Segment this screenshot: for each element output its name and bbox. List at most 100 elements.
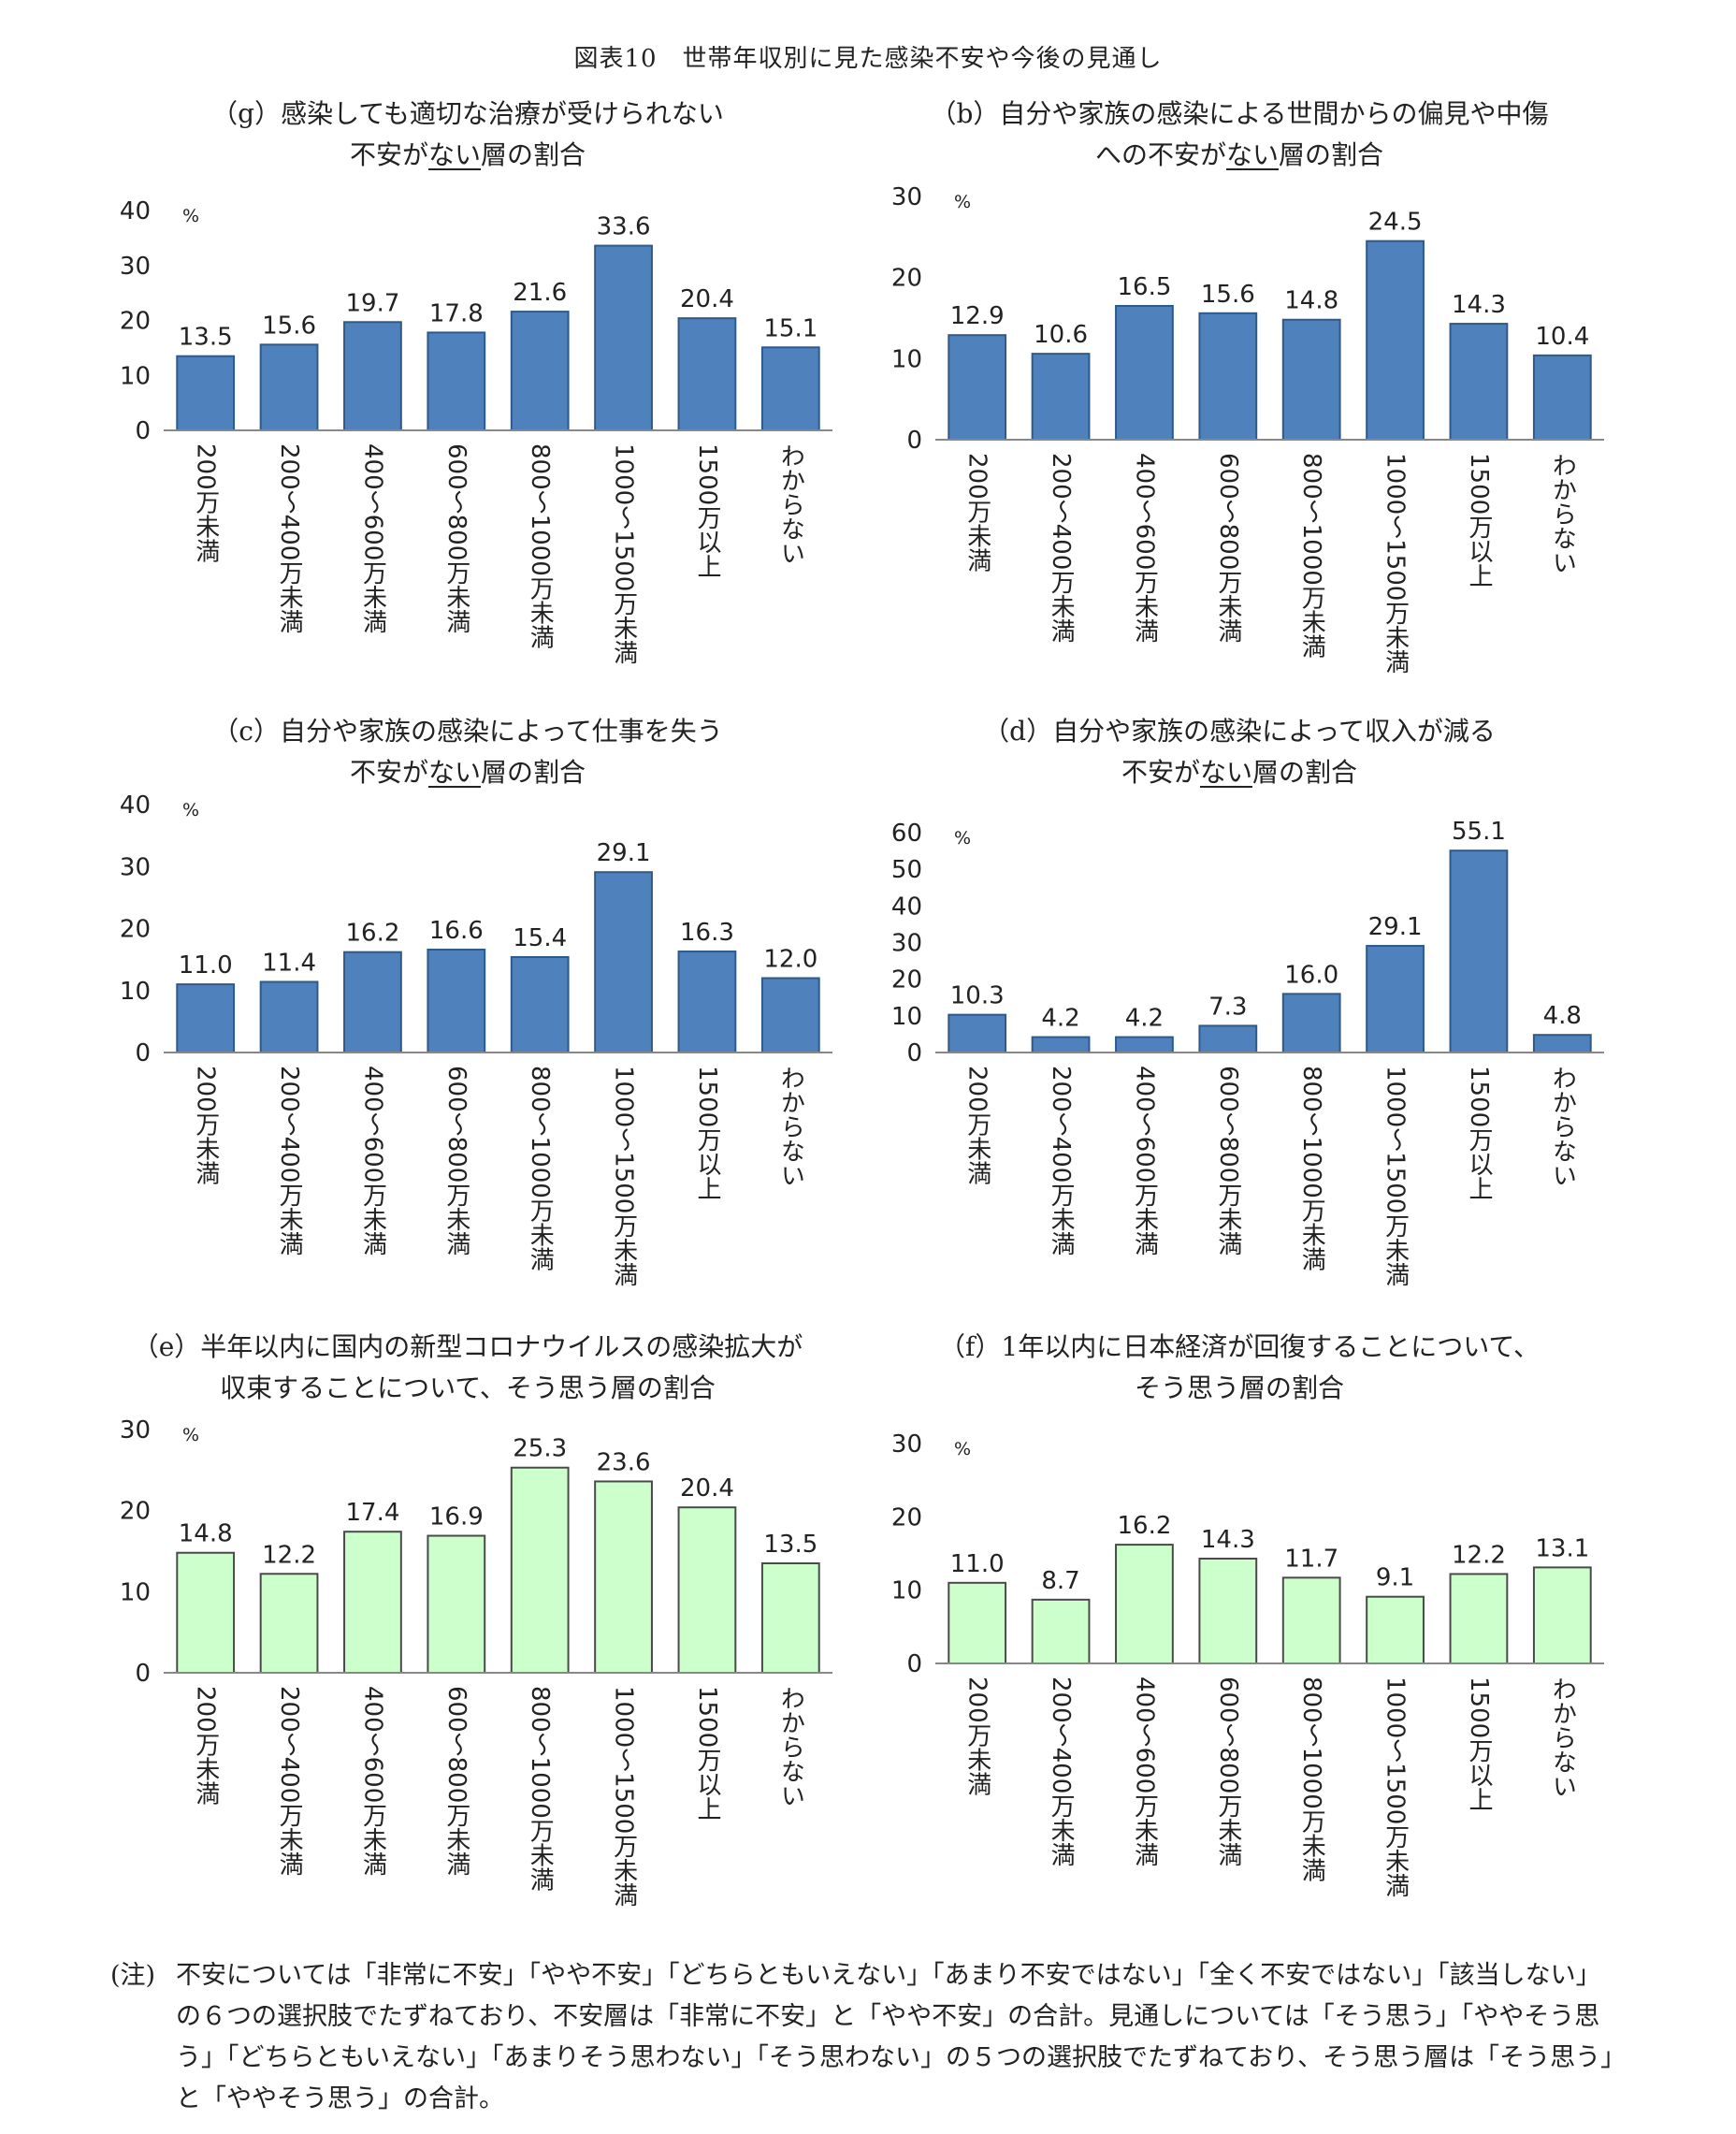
- bar-value-label: 10.6: [1034, 321, 1088, 349]
- bar-value-label: 15.1: [763, 314, 817, 342]
- bar: [176, 355, 236, 431]
- y-unit-label: %: [954, 192, 971, 212]
- bar: [1532, 1034, 1592, 1054]
- bar-chart: 0 10 20 30 % 12.9 10.6 16.5 15.6 14.8 24.5 14.3 10.4: [891, 183, 1604, 455]
- y-tick-label: 40: [120, 791, 151, 820]
- bar-value-label: 24.5: [1368, 209, 1423, 237]
- bar-value-label: 23.6: [597, 1448, 651, 1476]
- x-category-label: 400～600万未満: [1130, 1066, 1159, 1256]
- x-category-label: 1000～1500万未満: [1381, 1066, 1410, 1287]
- bar: [760, 977, 820, 1053]
- x-category-label: 400～600万未満: [1130, 1677, 1159, 1867]
- chart-title: （f）1年以内に日本経済が回復することについて、 そう思う層の割合: [856, 1327, 1623, 1409]
- y-tick-label: 30: [120, 853, 151, 881]
- bar-value-label: 10.3: [950, 982, 1005, 1010]
- x-category-label: 1500万以上: [692, 443, 721, 579]
- chart-panel-d: （d）自分や家族の感染によって収入が減る 不安がない層の割合 0 10 20 30 40 50…: [856, 711, 1623, 1310]
- chart-title-line-1: （e）半年以内に国内の新型コロナウイルスの感染拡大が: [132, 1331, 803, 1362]
- bar-value-label: 55.1: [1452, 818, 1506, 846]
- bar-value-label: 29.1: [1368, 913, 1423, 941]
- y-tick-label: 0: [135, 417, 151, 445]
- bar-value-label: 11.0: [179, 951, 233, 980]
- x-category-label: 600～800万未満: [441, 443, 470, 634]
- bar: [594, 871, 653, 1053]
- bar: [1281, 1576, 1341, 1665]
- bar-chart: 0 10 20 30 % 11.0 8.7 16.2 14.3 11.7 9.1 12.2 13.1: [891, 1430, 1604, 1678]
- x-category-label: 600～800万未満: [1213, 1066, 1242, 1256]
- chart-title-line-2-part-3: 層の割合: [1252, 757, 1358, 788]
- figure-title: 図表10 世帯年収別に見た感染不安や今後の見通し: [573, 45, 1163, 73]
- bar-value-label: 7.3: [1208, 993, 1247, 1021]
- bar-value-label: 9.1: [1376, 1564, 1414, 1592]
- x-category-label: 1000～1500万未満: [1381, 1677, 1410, 1898]
- chart-title-line-2-part-1: 不安が: [1121, 757, 1200, 788]
- y-tick-label: 30: [891, 930, 922, 958]
- bar: [259, 1573, 319, 1674]
- chart-title: （b）自分や家族の感染による世間からの偏見や中傷 への不安がない層の割合: [856, 94, 1623, 176]
- x-category-label: 200万未満: [191, 1066, 220, 1185]
- bar-value-label: 16.3: [680, 919, 734, 947]
- y-tick-label: 0: [906, 427, 922, 455]
- y-tick-label: 0: [906, 1650, 922, 1678]
- chart-title: （c）自分や家族の感染によって仕事を失う 不安がない層の割合: [84, 711, 851, 793]
- bar-value-label: 20.4: [680, 285, 734, 313]
- bar-value-label: 13.5: [763, 1531, 817, 1559]
- bar: [1115, 1544, 1174, 1665]
- bar: [677, 1506, 737, 1674]
- x-category-label: 200～400万未満: [1047, 1066, 1076, 1256]
- bar: [594, 1480, 653, 1674]
- y-tick-label: 20: [891, 1503, 922, 1532]
- bar: [948, 334, 1007, 442]
- bar: [259, 980, 319, 1054]
- bar-value-label: 11.7: [1284, 1545, 1338, 1573]
- x-category-label: 200万未満: [191, 1686, 220, 1806]
- footnote-text: 不安については「非常に不安」「やや不安」「どちらともいえない」「あまり不安ではな…: [176, 1961, 1613, 2113]
- chart-title-line-1: （b）自分や家族の感染による世間からの偏見や中傷: [930, 98, 1549, 129]
- bar-value-label: 16.2: [345, 920, 399, 948]
- footnote: (注) 不安については「非常に不安」「やや不安」「どちらともいえない」「あまり不…: [110, 1955, 1616, 2120]
- chart-title-line-2: 不安がない層の割合: [856, 752, 1623, 793]
- bar-value-label: 12.2: [1452, 1541, 1506, 1569]
- y-tick-label: 10: [120, 978, 151, 1006]
- x-category-label: 200万未満: [962, 1066, 991, 1185]
- y-tick-label: 20: [120, 1498, 151, 1526]
- bar-value-label: 13.5: [179, 324, 233, 352]
- chart-title-line-1: （d）自分や家族の感染によって収入が減る: [983, 716, 1496, 747]
- bar-value-label: 12.0: [763, 946, 817, 974]
- bar-chart: 0 10 20 30 40 % 13.5 15.6 19.7 17.8 21.6 33.6 20.4 15…: [120, 197, 832, 445]
- bar: [176, 983, 236, 1053]
- y-tick-label: 40: [120, 197, 151, 225]
- chart-title-line-1: （f）1年以内に日本経済が回復することについて、: [939, 1331, 1540, 1362]
- bar-value-label: 14.8: [1284, 287, 1338, 315]
- x-category-label: 1000～1500万未満: [609, 443, 638, 665]
- y-unit-label: %: [182, 800, 199, 820]
- bar-value-label: 19.7: [345, 289, 399, 317]
- footnote-mark: (注): [110, 1961, 156, 1990]
- x-category-label: 200～400万未満: [275, 1066, 304, 1256]
- bar: [1366, 945, 1425, 1053]
- bar: [948, 1581, 1007, 1665]
- bar-value-label: 21.6: [513, 279, 567, 307]
- x-category-label: 600～800万未満: [1213, 453, 1242, 644]
- bar: [1031, 1036, 1091, 1053]
- x-category-label: 200～400万未満: [1047, 453, 1076, 644]
- y-tick-label: 60: [891, 820, 922, 848]
- y-tick-label: 20: [120, 916, 151, 944]
- bar-chart: 0 10 20 30 40 50 60 % 10.3 4.2 4.2 7.3 16.0 29.1 55.1 4…: [891, 818, 1604, 1067]
- bar: [1031, 1598, 1091, 1665]
- bar: [343, 951, 402, 1053]
- bar: [760, 346, 820, 432]
- x-category-label: 200万未満: [962, 1677, 991, 1796]
- bar: [1198, 1557, 1258, 1665]
- chart-panel-c: （c）自分や家族の感染によって仕事を失う 不安がない層の割合 0 10 20 30 40% 1…: [84, 711, 851, 1310]
- x-category-label: 800～1000万未満: [526, 1686, 555, 1892]
- chart-title-line-2-part-3: 層の割合: [481, 757, 586, 788]
- y-tick-label: 0: [135, 1660, 151, 1688]
- y-unit-label: %: [182, 206, 199, 226]
- chart-title-underlined-word: ない: [1225, 139, 1279, 170]
- x-category-label: 800～1000万未満: [526, 1066, 555, 1271]
- bar: [1532, 354, 1592, 441]
- bar: [1031, 353, 1091, 441]
- y-tick-label: 10: [120, 362, 151, 390]
- y-tick-label: 10: [891, 1577, 922, 1605]
